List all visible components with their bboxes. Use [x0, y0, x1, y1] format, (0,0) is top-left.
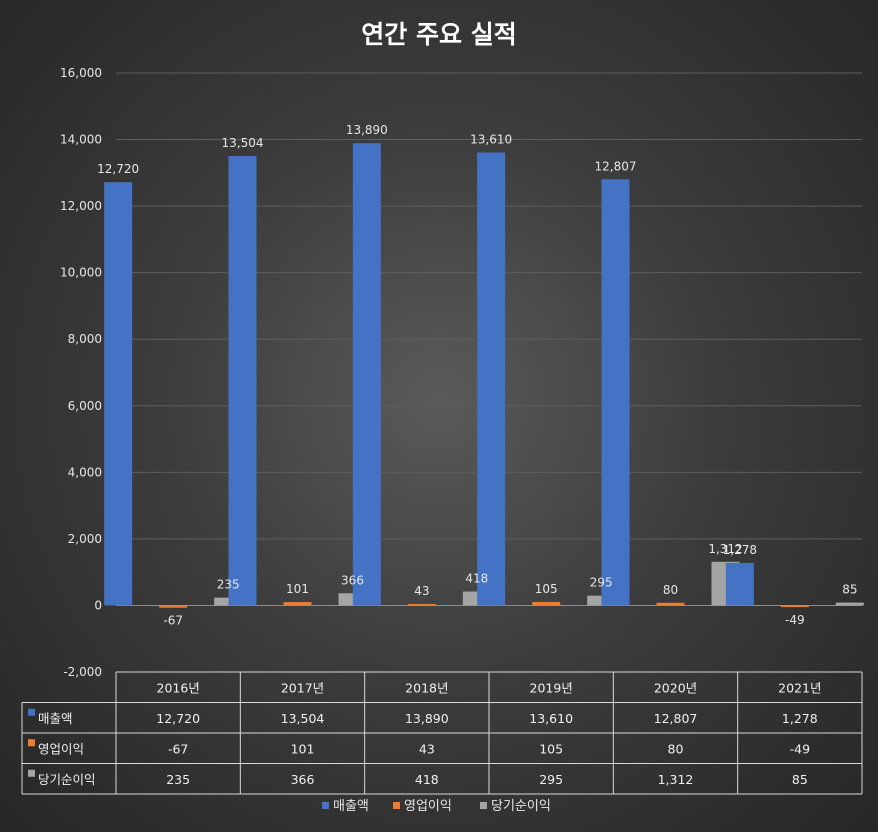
y-tick-label: -2,000 — [63, 665, 102, 679]
table-cell: 101 — [291, 741, 315, 756]
bar-sales — [725, 562, 754, 606]
table-cell: 85 — [792, 772, 808, 787]
data-label: 12,807 — [595, 159, 637, 173]
legend-label: 영업이익 — [404, 799, 452, 814]
table-cell: -67 — [168, 741, 188, 756]
data-labels: 12,720 -67 235 13,504 101 366 13,890 43 418 13,61… — [97, 123, 857, 627]
bar-sales — [352, 143, 381, 606]
table-cell: 235 — [166, 772, 190, 787]
table-cell: 12,807 — [654, 711, 698, 726]
table-cell: 43 — [419, 741, 435, 756]
table-row-label: 당기순이익 — [38, 772, 96, 787]
table-legend-key — [28, 739, 35, 747]
y-tick-label: 12,000 — [60, 199, 102, 213]
data-label: 1,312 — [708, 542, 742, 556]
data-label: 80 — [663, 583, 678, 597]
legend-key — [393, 802, 400, 809]
data-label: 13,610 — [470, 133, 512, 147]
table-cell: 295 — [539, 772, 563, 787]
y-tick-label: 6,000 — [68, 399, 102, 413]
bar-operating-profit — [656, 602, 685, 606]
table-cell: 1,278 — [782, 711, 818, 726]
table-cell: 1,312 — [658, 772, 694, 787]
y-tick-label: 14,000 — [60, 133, 102, 147]
bar-sales — [104, 182, 133, 606]
table-cell: 13,504 — [281, 711, 325, 726]
bar-sales — [228, 156, 257, 606]
bar-sales — [477, 152, 506, 606]
data-label: 101 — [286, 582, 309, 596]
bar-net-income — [835, 602, 864, 606]
table-cell: 80 — [668, 741, 684, 756]
table-cell: 366 — [291, 772, 315, 787]
data-label: 366 — [341, 573, 364, 587]
data-label: 12,720 — [97, 162, 139, 176]
data-label: 85 — [842, 583, 857, 597]
y-tick-label: 2,000 — [68, 532, 102, 546]
bar-operating-profit — [159, 605, 188, 608]
table-cell: 105 — [539, 741, 563, 756]
bar-operating-profit — [407, 604, 436, 606]
data-label: 295 — [590, 576, 613, 590]
data-label: 13,504 — [222, 136, 264, 150]
table-cell: -49 — [790, 741, 810, 756]
y-tick-label: 16,000 — [60, 66, 102, 80]
table-header-cell: 2020년 — [654, 680, 697, 695]
bar-net-income — [214, 597, 243, 606]
y-axis: -2,000 0 2,000 4,000 6,000 8,000 10,000 12,000 1… — [60, 66, 102, 679]
table-legend-key — [28, 708, 35, 716]
y-tick-label: 0 — [94, 598, 102, 612]
table-header-cell: 2017년 — [281, 680, 324, 695]
legend-key — [480, 802, 487, 809]
chart-title: 연간 주요 실적 — [361, 20, 516, 49]
table-header-cell: 2018년 — [405, 680, 448, 695]
table-row-label: 영업이익 — [38, 741, 84, 756]
legend-label: 당기순이익 — [491, 799, 551, 814]
legend-label: 매출액 — [333, 799, 369, 814]
table-header-cell: 2019년 — [530, 680, 573, 695]
y-tick-label: 10,000 — [60, 266, 102, 280]
data-label: 43 — [414, 584, 429, 598]
bar-operating-profit — [283, 602, 312, 606]
bar-net-income — [587, 595, 616, 606]
y-tick-label: 4,000 — [68, 465, 102, 479]
data-label: 418 — [465, 572, 488, 586]
table-header-cell: 2021년 — [778, 680, 821, 695]
table-cell: 418 — [415, 772, 439, 787]
data-label: 1,278 — [723, 543, 757, 557]
table-cell: 13,890 — [405, 711, 449, 726]
table-legend-key — [28, 769, 35, 777]
data-label: 13,890 — [346, 123, 388, 137]
bar-sales — [601, 179, 630, 606]
data-label: -67 — [163, 614, 183, 628]
data-label: 235 — [217, 578, 240, 592]
bar-operating-profit — [780, 605, 809, 608]
data-label: -49 — [785, 613, 805, 627]
bar-operating-profit — [532, 601, 561, 606]
bars — [104, 143, 864, 608]
table-row-label: 매출액 — [38, 711, 73, 726]
y-tick-label: 8,000 — [68, 332, 102, 346]
data-label: 105 — [535, 582, 558, 596]
legend: 매출액 영업이익 당기순이익 — [322, 799, 551, 814]
legend-key — [322, 802, 329, 809]
table-cell: 13,610 — [529, 711, 573, 726]
table-header-cell: 2016년 — [157, 680, 200, 695]
table-cell: 12,720 — [156, 711, 200, 726]
